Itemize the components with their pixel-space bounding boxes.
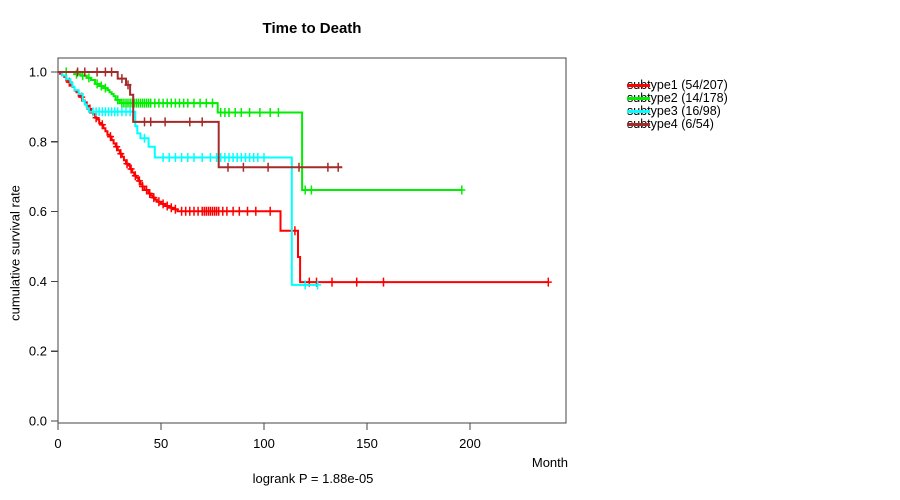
y-axis-tick-label: 0.6 (29, 204, 47, 219)
censor-marks-subtype1 (65, 77, 552, 287)
legend-label: subtype2 (14/178) (627, 91, 728, 105)
legend-label: subtype4 (6/54) (627, 117, 714, 131)
chart-title: Time to Death (262, 20, 362, 37)
x-axis-tick-label: 150 (356, 436, 378, 451)
legend-item-subtype3: subtype3 (16/98) (627, 105, 728, 118)
legend-item-subtype4: subtype4 (6/54) (627, 118, 728, 131)
plot-box (57, 57, 567, 424)
censor-marks-subtype3 (89, 107, 322, 290)
y-axis-tick-label: 0.0 (29, 414, 47, 429)
curve-subtype2 (58, 71, 462, 191)
censor-marks-subtype4 (74, 67, 342, 172)
y-axis-tick-label: 0.8 (29, 134, 47, 149)
legend-line-swatch (627, 110, 650, 113)
y-axis-tick-label: 0.2 (29, 344, 47, 359)
legend: subtype1 (54/207) subtype2 (14/178) subtyp… (627, 79, 728, 131)
curve-subtype4 (58, 71, 343, 169)
x-axis-title: Month (531, 455, 568, 470)
censor-marks-subtype2 (62, 67, 466, 195)
legend-item-subtype1: subtype1 (54/207) (627, 79, 728, 92)
legend-line-swatch (627, 97, 650, 100)
legend-label: subtype1 (54/207) (627, 78, 728, 92)
legend-label: subtype3 (16/98) (627, 104, 721, 118)
x-axis-tick-label: 200 (459, 436, 481, 451)
legend-item-subtype2: subtype2 (14/178) (627, 92, 728, 105)
curve-subtype1 (58, 71, 549, 284)
curve-subtype3 (58, 71, 318, 286)
x-axis-tick-label: 100 (253, 436, 275, 451)
logrank-annotation: logrank P = 1.88e-05 (252, 471, 374, 486)
legend-line-swatch (627, 123, 650, 126)
y-axis-tick-label: 0.4 (29, 274, 47, 289)
y-axis-title: cumulative survival rate (7, 185, 23, 321)
x-axis-tick-label: 0 (54, 436, 61, 451)
x-axis-tick-label: 50 (154, 436, 168, 451)
y-axis-tick-label: 1.0 (29, 65, 47, 80)
legend-line-swatch (627, 84, 650, 87)
